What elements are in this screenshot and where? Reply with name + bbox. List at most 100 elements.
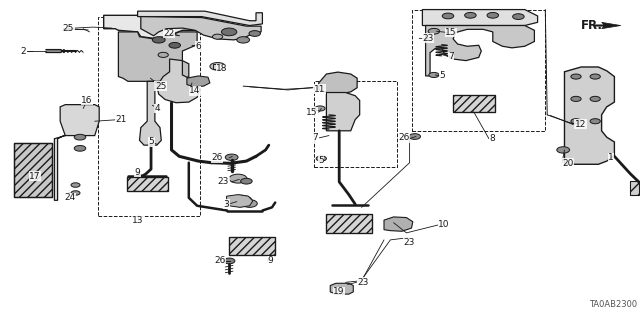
Bar	[127, 177, 168, 191]
Circle shape	[74, 145, 86, 151]
Circle shape	[571, 74, 581, 79]
Circle shape	[158, 52, 168, 57]
Text: 8: 8	[489, 134, 495, 143]
Bar	[453, 95, 495, 112]
Circle shape	[210, 63, 225, 70]
Text: 26: 26	[214, 256, 225, 265]
Text: 15: 15	[445, 28, 457, 37]
Polygon shape	[227, 195, 253, 207]
Polygon shape	[138, 11, 262, 26]
Circle shape	[557, 147, 570, 153]
Bar	[98, 17, 200, 216]
Circle shape	[71, 191, 80, 195]
Text: TA0AB2300: TA0AB2300	[589, 300, 637, 309]
Circle shape	[223, 258, 235, 264]
Circle shape	[442, 13, 454, 19]
Circle shape	[513, 14, 524, 19]
Circle shape	[71, 183, 80, 187]
Polygon shape	[141, 17, 261, 40]
Bar	[412, 10, 545, 131]
Text: 23: 23	[218, 177, 229, 186]
Circle shape	[590, 74, 600, 79]
Polygon shape	[187, 76, 210, 87]
Bar	[14, 143, 52, 197]
Circle shape	[315, 106, 325, 111]
Circle shape	[571, 119, 581, 124]
Text: 18: 18	[216, 64, 228, 73]
Text: 23: 23	[422, 34, 434, 43]
Polygon shape	[564, 67, 614, 164]
Polygon shape	[426, 26, 534, 76]
Circle shape	[229, 195, 252, 207]
Circle shape	[316, 156, 326, 161]
Circle shape	[429, 72, 439, 78]
Text: 9: 9	[268, 256, 273, 265]
Circle shape	[225, 154, 238, 160]
Bar	[213, 64, 222, 69]
Circle shape	[241, 178, 252, 184]
Text: 7: 7	[312, 133, 318, 142]
Polygon shape	[104, 15, 198, 38]
Circle shape	[590, 119, 600, 124]
Text: 5: 5	[318, 156, 324, 165]
Circle shape	[212, 34, 223, 39]
Text: 11: 11	[314, 85, 325, 94]
Circle shape	[169, 42, 180, 48]
Text: 23: 23	[403, 238, 415, 247]
Circle shape	[237, 37, 250, 43]
Polygon shape	[157, 59, 200, 103]
Text: 25: 25	[155, 82, 166, 91]
Circle shape	[221, 28, 237, 36]
Bar	[326, 214, 372, 233]
Polygon shape	[140, 81, 161, 145]
Circle shape	[249, 31, 260, 36]
Text: 23: 23	[357, 278, 369, 287]
Polygon shape	[54, 105, 99, 200]
Bar	[127, 177, 168, 191]
Text: 10: 10	[438, 220, 450, 229]
Text: 14: 14	[189, 86, 201, 95]
Text: 2: 2	[20, 47, 26, 56]
Circle shape	[152, 37, 165, 43]
Text: 12: 12	[575, 120, 586, 129]
Text: 20: 20	[562, 159, 573, 168]
Bar	[314, 81, 397, 167]
Bar	[326, 214, 372, 233]
Bar	[453, 95, 495, 112]
Bar	[630, 181, 639, 195]
Text: 15: 15	[306, 108, 317, 117]
Text: 6: 6	[195, 42, 201, 51]
Polygon shape	[422, 10, 538, 26]
Circle shape	[428, 28, 440, 34]
Text: 13: 13	[132, 216, 143, 225]
Text: 7: 7	[448, 52, 454, 61]
Text: 9: 9	[134, 168, 140, 177]
Text: 5: 5	[148, 137, 154, 146]
Text: 22: 22	[163, 29, 175, 38]
Polygon shape	[326, 93, 360, 131]
Text: 5: 5	[439, 71, 445, 80]
Circle shape	[571, 96, 581, 101]
Circle shape	[409, 134, 420, 139]
Text: 21: 21	[115, 115, 127, 124]
Text: 24: 24	[65, 193, 76, 202]
Text: 25: 25	[63, 24, 74, 33]
Polygon shape	[330, 283, 353, 294]
Text: 1: 1	[608, 153, 614, 162]
Polygon shape	[319, 72, 357, 94]
Bar	[14, 143, 52, 197]
Circle shape	[242, 200, 257, 207]
Circle shape	[590, 96, 600, 101]
Text: 17: 17	[29, 172, 41, 181]
Text: 3: 3	[223, 200, 229, 209]
Text: 16: 16	[81, 96, 93, 105]
Circle shape	[465, 12, 476, 18]
Text: 19: 19	[333, 287, 345, 296]
Polygon shape	[384, 217, 413, 231]
Polygon shape	[594, 22, 621, 29]
Circle shape	[74, 134, 86, 140]
Bar	[229, 237, 275, 255]
Bar	[229, 237, 275, 255]
Text: FR.: FR.	[580, 19, 602, 32]
Circle shape	[229, 174, 247, 183]
